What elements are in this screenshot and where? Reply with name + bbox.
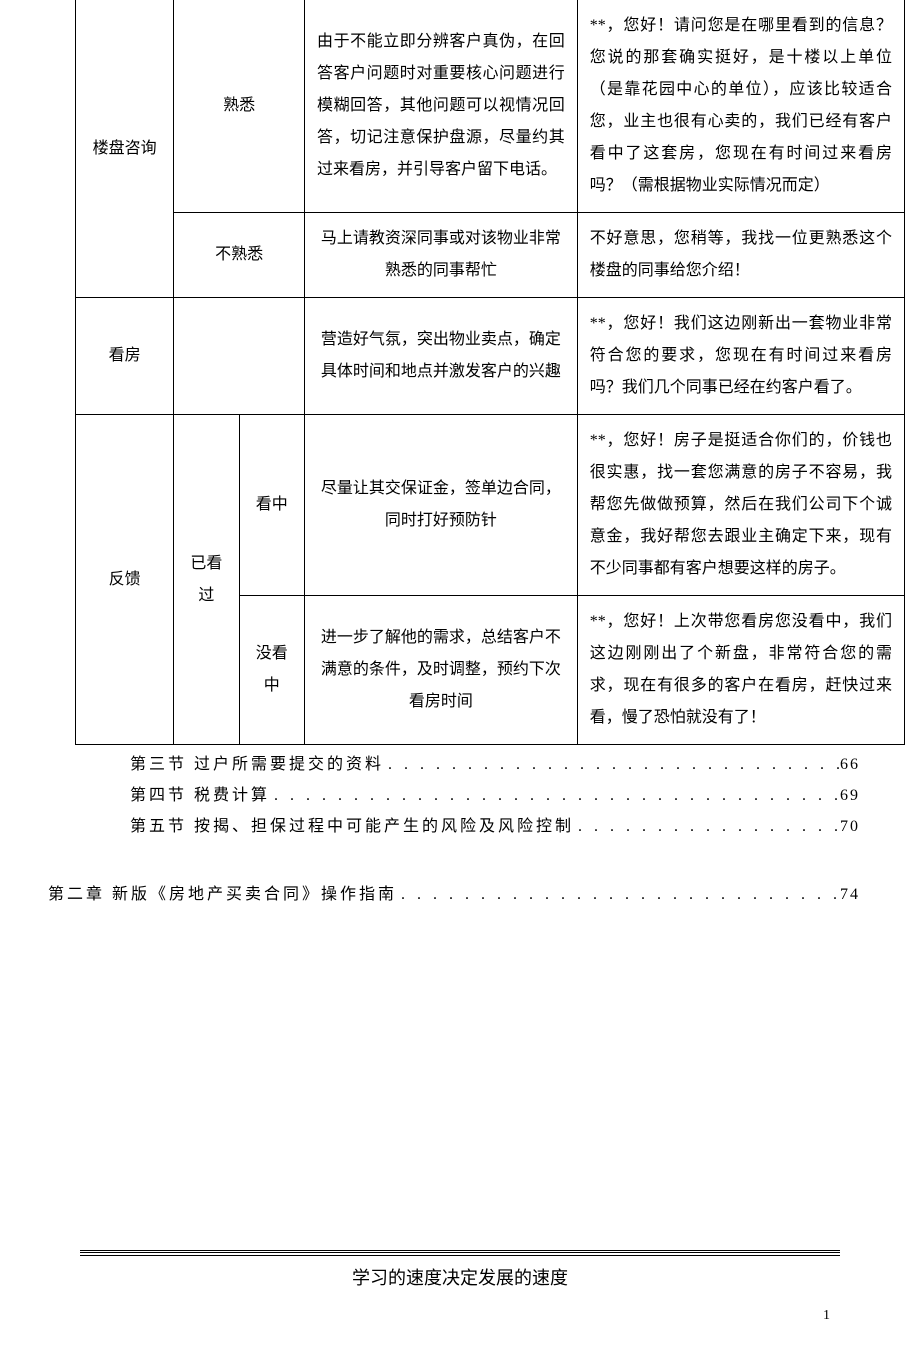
cell-script: **，您好！上次带您看房您没看中，我们这边刚刚出了个新盘，非常符合您的需求，现在…	[577, 596, 904, 745]
toc-page: 70	[840, 813, 860, 842]
table-row: 楼盘咨询 熟悉 由于不能立即分辨客户真伪，在回答客户问题时对重要核心问题进行模糊…	[76, 0, 905, 213]
cell-script: **，您好！请问您是在哪里看到的信息？您说的那套确实挺好，是十楼以上单位（是靠花…	[577, 0, 904, 213]
scenario-table: 楼盘咨询 熟悉 由于不能立即分辨客户真伪，在回答客户问题时对重要核心问题进行模糊…	[75, 0, 905, 745]
table-row: 反馈 已看过 看中 尽量让其交保证金，签单边合同，同时打好预防针 **，您好！房…	[76, 415, 905, 596]
cell-script: 不好意思，您稍等，我找一位更熟悉这个楼盘的同事给您介绍！	[577, 213, 904, 298]
toc-chapter: 第二章 新版《房地产买卖合同》操作指南 . . . . . . . . . . …	[48, 881, 860, 910]
toc-label: 第四节 税费计算	[130, 782, 270, 811]
toc-page: 69	[840, 782, 860, 811]
toc-item: 第四节 税费计算 . . . . . . . . . . . . . . . .…	[130, 782, 860, 811]
cell-sub: 熟悉	[174, 0, 305, 213]
toc-dots: . . . . . . . . . . . . . . . . . . . . …	[397, 881, 840, 910]
toc-page: 66	[840, 751, 860, 780]
cell-subsub: 没看中	[239, 596, 304, 745]
cell-category: 看房	[76, 298, 174, 415]
toc-item: 第二章 新版《房地产买卖合同》操作指南 . . . . . . . . . . …	[48, 881, 860, 910]
toc-dots: . . . . . . . . . . . . . . . . . . . . …	[574, 813, 840, 842]
page-number: 1	[20, 1303, 830, 1328]
toc-dots: . . . . . . . . . . . . . . . . . . . . …	[270, 782, 840, 811]
toc-label: 第二章 新版《房地产买卖合同》操作指南	[48, 881, 397, 910]
cell-category: 反馈	[76, 415, 174, 745]
cell-subsub: 看中	[239, 415, 304, 596]
toc-section: 第三节 过户所需要提交的资料 . . . . . . . . . . . . .…	[130, 751, 860, 841]
cell-script: **，您好！我们这边刚新出一套物业非常符合您的要求，您现在有时间过来看房吗？我们…	[577, 298, 904, 415]
cell-sub: 不熟悉	[174, 213, 305, 298]
document-page: 楼盘咨询 熟悉 由于不能立即分辨客户真伪，在回答客户问题时对重要核心问题进行模糊…	[0, 0, 920, 1368]
footer-motto: 学习的速度决定发展的速度	[20, 1262, 900, 1294]
cell-guideline: 由于不能立即分辨客户真伪，在回答客户问题时对重要核心问题进行模糊回答，其他问题可…	[305, 0, 578, 213]
table-row: 看房 营造好气氛，突出物业卖点，确定具体时间和地点并激发客户的兴趣 **，您好！…	[76, 298, 905, 415]
cell-script: **，您好！房子是挺适合你们的，价钱也很实惠，找一套您满意的房子不容易，我帮您先…	[577, 415, 904, 596]
cell-category: 楼盘咨询	[76, 0, 174, 298]
toc-item: 第三节 过户所需要提交的资料 . . . . . . . . . . . . .…	[130, 751, 860, 780]
cell-guideline: 进一步了解他的需求，总结客户不满意的条件，及时调整，预约下次看房时间	[305, 596, 578, 745]
cell-guideline: 尽量让其交保证金，签单边合同，同时打好预防针	[305, 415, 578, 596]
toc-label: 第三节 过户所需要提交的资料	[130, 751, 384, 780]
toc-dots: . . . . . . . . . . . . . . . . . . . . …	[384, 751, 840, 780]
footer-divider	[80, 1250, 840, 1256]
cell-guideline: 马上请教资深同事或对该物业非常熟悉的同事帮忙	[305, 213, 578, 298]
toc-item: 第五节 按揭、担保过程中可能产生的风险及风险控制 . . . . . . . .…	[130, 813, 860, 842]
table-row: 不熟悉 马上请教资深同事或对该物业非常熟悉的同事帮忙 不好意思，您稍等，我找一位…	[76, 213, 905, 298]
toc-page: 74	[840, 881, 860, 910]
toc-label: 第五节 按揭、担保过程中可能产生的风险及风险控制	[130, 813, 574, 842]
cell-guideline: 营造好气氛，突出物业卖点，确定具体时间和地点并激发客户的兴趣	[305, 298, 578, 415]
cell-sub	[174, 298, 305, 415]
cell-sub: 已看过	[174, 415, 239, 745]
